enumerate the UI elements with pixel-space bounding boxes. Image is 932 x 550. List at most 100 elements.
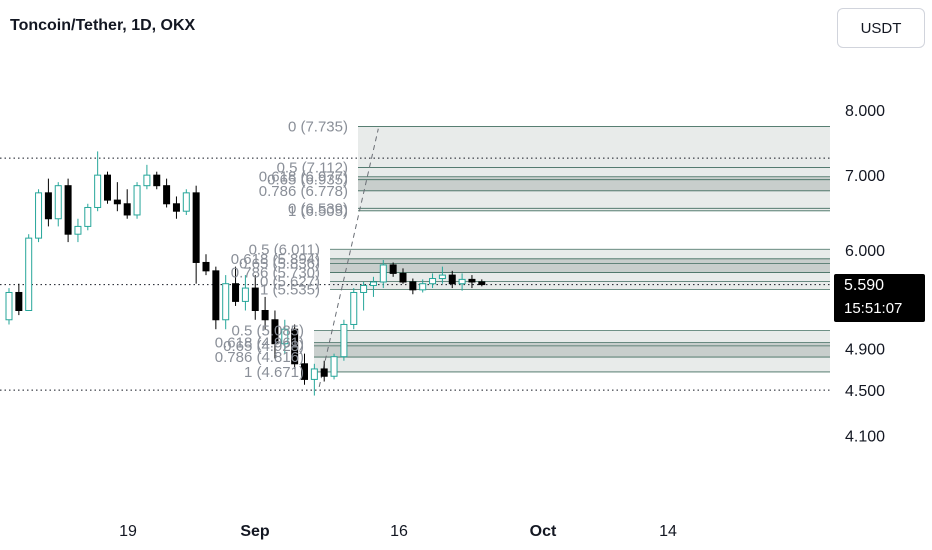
candle-body bbox=[94, 174, 102, 208]
candle-body bbox=[251, 287, 259, 311]
x-axis[interactable]: 19 Sep 16 Oct 14 bbox=[119, 523, 677, 540]
candle[interactable] bbox=[113, 182, 121, 212]
candle-body bbox=[113, 199, 121, 205]
candle[interactable] bbox=[458, 273, 466, 291]
candle[interactable] bbox=[310, 363, 318, 396]
candle[interactable] bbox=[389, 262, 397, 277]
candle[interactable] bbox=[133, 182, 141, 219]
candle-body bbox=[143, 174, 151, 187]
candle[interactable] bbox=[94, 151, 102, 212]
fib-golden-band-2 bbox=[314, 342, 830, 358]
candle[interactable] bbox=[448, 270, 456, 289]
candle-body bbox=[448, 274, 456, 285]
fib-golden-band-1 bbox=[330, 258, 830, 273]
candle-body bbox=[74, 225, 82, 235]
candle[interactable] bbox=[261, 296, 269, 330]
candle-body bbox=[202, 261, 210, 272]
candle[interactable] bbox=[330, 353, 338, 380]
candle[interactable] bbox=[35, 189, 43, 243]
candle[interactable] bbox=[241, 275, 249, 311]
candle[interactable] bbox=[232, 266, 240, 306]
candle-body bbox=[123, 203, 131, 216]
candle[interactable] bbox=[281, 319, 289, 354]
candle[interactable] bbox=[301, 353, 308, 385]
candle-body bbox=[330, 356, 338, 377]
candle[interactable] bbox=[25, 234, 33, 311]
candle[interactable] bbox=[468, 275, 476, 289]
y-axis[interactable]: 8.000 7.000 6.000 4.900 4.500 4.100 bbox=[845, 103, 885, 445]
candle[interactable] bbox=[212, 266, 220, 330]
candle[interactable] bbox=[379, 259, 387, 289]
fib-level-label: 1 (4.671) bbox=[244, 364, 304, 381]
candlestick-series[interactable] bbox=[5, 151, 486, 396]
candle[interactable] bbox=[409, 278, 417, 295]
candle[interactable] bbox=[202, 254, 210, 276]
candle-body bbox=[291, 328, 299, 365]
fib-level-label: 0.618 (6.977) bbox=[259, 169, 348, 186]
candle-body bbox=[399, 272, 407, 283]
candle[interactable] bbox=[84, 203, 92, 231]
candle[interactable] bbox=[74, 218, 82, 243]
candle[interactable] bbox=[291, 324, 299, 369]
candle-body bbox=[458, 278, 466, 285]
candle-body bbox=[153, 174, 161, 187]
candle[interactable] bbox=[64, 178, 72, 243]
candle[interactable] bbox=[478, 279, 486, 287]
y-tick-label: 4.900 bbox=[845, 342, 885, 359]
candle-body bbox=[478, 281, 486, 286]
candle[interactable] bbox=[192, 185, 200, 284]
candle[interactable] bbox=[320, 360, 328, 382]
candle[interactable] bbox=[104, 171, 111, 204]
candle-body bbox=[429, 278, 437, 285]
candle[interactable] bbox=[271, 310, 279, 359]
last-price-value: 5.590 bbox=[844, 277, 885, 294]
candle[interactable] bbox=[54, 182, 62, 227]
last-price-label: 5.590 15:51:07 bbox=[834, 274, 925, 322]
candle[interactable] bbox=[15, 283, 23, 316]
candle[interactable] bbox=[172, 196, 180, 219]
candle-body bbox=[15, 291, 23, 311]
candle[interactable] bbox=[163, 178, 171, 208]
y-tick-label: 4.500 bbox=[845, 383, 885, 400]
candle[interactable] bbox=[44, 178, 52, 227]
x-tick-label: Oct bbox=[530, 523, 557, 540]
candle-body bbox=[320, 368, 328, 377]
candle-body bbox=[310, 368, 318, 380]
candle-body bbox=[84, 206, 92, 227]
candle-body bbox=[232, 283, 240, 302]
candle[interactable] bbox=[143, 164, 151, 190]
candle[interactable] bbox=[123, 189, 131, 219]
candle[interactable] bbox=[182, 189, 190, 215]
candle-body bbox=[281, 328, 289, 345]
fib-level-label: 0.786 (6.778) bbox=[259, 183, 348, 200]
projection-line bbox=[318, 128, 379, 387]
currency-selector-button[interactable]: USDT bbox=[837, 8, 925, 48]
candle[interactable] bbox=[5, 288, 13, 325]
candle-body bbox=[54, 185, 62, 220]
projection-dashed-line bbox=[318, 128, 379, 387]
fib-zone-0[interactable] bbox=[358, 126, 830, 211]
candle[interactable] bbox=[438, 266, 446, 284]
candle-body bbox=[35, 192, 43, 239]
fib-level-label: 0.5 (5.085) bbox=[231, 323, 304, 340]
fibonacci-retracement-drawings[interactable] bbox=[314, 126, 830, 373]
candle-body bbox=[369, 281, 377, 286]
candle[interactable] bbox=[419, 279, 427, 293]
candle-body bbox=[222, 283, 230, 321]
candle[interactable] bbox=[360, 281, 368, 311]
candle-body bbox=[301, 363, 308, 380]
bar-countdown-timer: 15:51:07 bbox=[844, 300, 903, 317]
fib-level-label: 0.618 (5.894) bbox=[231, 251, 320, 268]
candle[interactable] bbox=[429, 273, 437, 289]
candle[interactable] bbox=[369, 276, 377, 297]
x-tick-label: 14 bbox=[659, 523, 677, 540]
candle[interactable] bbox=[340, 319, 348, 361]
candle[interactable] bbox=[153, 171, 161, 190]
chart-title: Toncoin/Tether, 1D, OKX bbox=[10, 17, 196, 34]
x-tick-label: 16 bbox=[390, 523, 408, 540]
candle[interactable] bbox=[350, 288, 358, 330]
candle[interactable] bbox=[222, 275, 230, 330]
candle[interactable] bbox=[399, 268, 407, 284]
candle[interactable] bbox=[251, 275, 259, 320]
